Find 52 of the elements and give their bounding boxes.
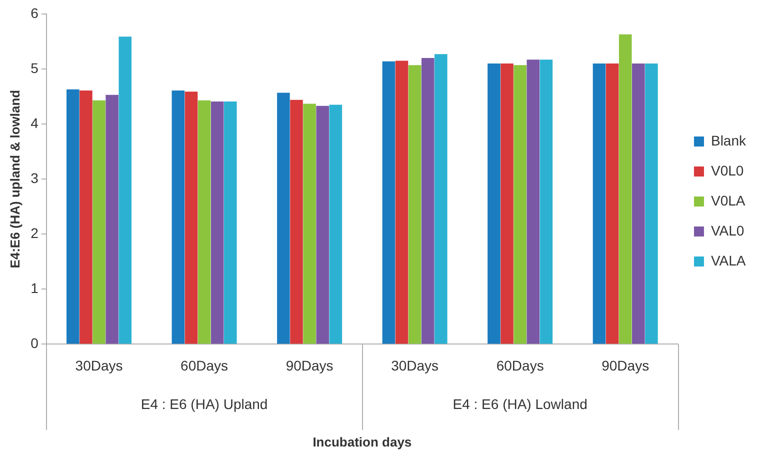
- text: E4 : E6 (HA) Upland: [140, 396, 268, 412]
- y-tick-label: 5: [30, 60, 39, 76]
- x-tick-label: 60Days: [180, 357, 228, 374]
- bar: [316, 106, 329, 344]
- bar: [277, 92, 290, 344]
- legend-label: VAL0: [710, 222, 744, 238]
- bar: [382, 61, 396, 344]
- bar: [329, 104, 342, 344]
- bar: [80, 90, 92, 344]
- bar: [488, 64, 500, 344]
- y-tick-label: 2: [30, 224, 39, 241]
- x-tick-label: 30Days: [75, 357, 123, 374]
- y-tick-label: 3: [30, 170, 39, 186]
- bar: [66, 89, 80, 344]
- legend-label: V0L0: [710, 162, 744, 178]
- text: E4 : E6 (HA) Lowland: [452, 396, 588, 412]
- bar: [434, 54, 448, 344]
- bar: [421, 58, 434, 344]
- bar: [408, 65, 422, 344]
- legend-label: V0LA: [710, 192, 746, 208]
- bar: [303, 104, 316, 344]
- bar: [106, 94, 118, 344]
- y-tick-label: 1: [30, 280, 39, 296]
- bar: [210, 102, 224, 344]
- legend-label: Blank: [710, 132, 747, 148]
- bar: [395, 60, 408, 344]
- bar: [540, 60, 553, 344]
- bar: [290, 100, 303, 344]
- y-axis-title: E4:E6 (HA) upland & lowland: [7, 90, 22, 268]
- bar: [500, 64, 514, 344]
- legend-label: VALA: [710, 252, 746, 268]
- x-tick-label: 30Days: [391, 357, 439, 374]
- bar: [632, 64, 645, 344]
- x-tick-label: 60Days: [496, 357, 544, 374]
- bar: [198, 100, 211, 344]
- bar: [514, 65, 526, 344]
- bar: [618, 34, 632, 344]
- bar: [118, 36, 132, 344]
- bar: [92, 100, 106, 344]
- y-tick-label: 0: [30, 335, 39, 352]
- bar: [526, 60, 540, 344]
- bar: [184, 92, 198, 344]
- x-axis-title: Incubation days: [312, 434, 412, 450]
- bar: [172, 90, 185, 344]
- bar: [592, 64, 606, 344]
- bar: [645, 64, 658, 344]
- y-tick-label: 6: [30, 4, 39, 21]
- y-tick-label: 4: [30, 114, 39, 131]
- x-tick-label: 90Days: [286, 357, 334, 374]
- bar: [224, 102, 237, 344]
- x-tick-label: 90Days: [602, 357, 650, 374]
- bar: [606, 64, 619, 344]
